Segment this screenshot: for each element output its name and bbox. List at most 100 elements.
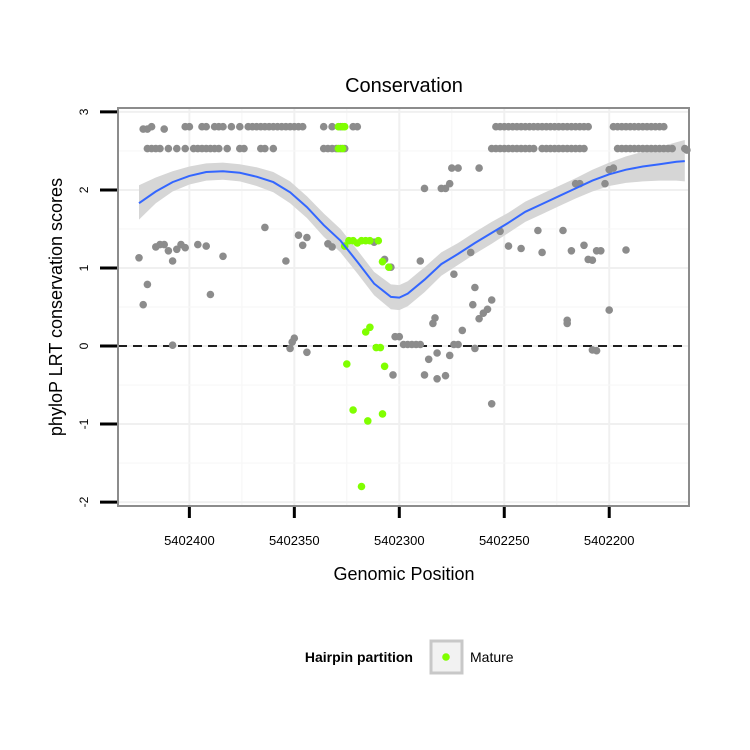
data-point-mature bbox=[366, 323, 374, 332]
data-point-mature bbox=[338, 144, 347, 153]
data-point-other bbox=[261, 223, 269, 232]
data-point-other bbox=[433, 375, 441, 383]
y-tick-label: -2 bbox=[77, 496, 91, 507]
data-point-other bbox=[219, 252, 227, 261]
data-point-other bbox=[475, 164, 483, 172]
data-point-other bbox=[483, 305, 492, 314]
data-point-other bbox=[487, 400, 496, 408]
data-point-other bbox=[298, 122, 307, 131]
data-point-other bbox=[580, 144, 588, 153]
data-point-other bbox=[303, 233, 311, 242]
data-point-other bbox=[282, 257, 290, 265]
data-point-other bbox=[168, 257, 177, 265]
data-point-other bbox=[290, 334, 299, 343]
data-point-other bbox=[215, 144, 223, 153]
data-point-other bbox=[294, 231, 303, 239]
data-point-other bbox=[534, 226, 542, 235]
data-point-other bbox=[173, 144, 181, 153]
data-point-other bbox=[328, 122, 336, 131]
data-point-other bbox=[466, 248, 475, 257]
data-point-other bbox=[156, 144, 164, 153]
x-axis-label: Genomic Position bbox=[333, 564, 474, 584]
data-point-other bbox=[202, 122, 210, 131]
data-point-other bbox=[454, 164, 462, 172]
legend-key-box bbox=[429, 639, 464, 675]
data-point-other bbox=[219, 122, 227, 131]
data-point-mature bbox=[349, 406, 357, 414]
data-point-other bbox=[450, 270, 458, 279]
data-point-other bbox=[420, 184, 429, 193]
legend-key-mature bbox=[442, 653, 450, 661]
data-point-other bbox=[448, 164, 456, 172]
data-point-other bbox=[424, 355, 433, 364]
y-tick-label: 3 bbox=[77, 108, 91, 115]
data-point-other bbox=[269, 144, 278, 153]
data-point-other bbox=[559, 226, 567, 235]
plot-panel bbox=[117, 107, 691, 507]
data-point-other bbox=[592, 346, 601, 355]
data-point-other bbox=[202, 242, 210, 250]
data-point-other bbox=[538, 248, 546, 257]
data-point-other bbox=[458, 326, 467, 335]
data-point-other bbox=[445, 351, 454, 360]
data-point-other bbox=[441, 371, 450, 380]
legend: Hairpin partition Mature bbox=[305, 639, 514, 675]
data-point-other bbox=[529, 144, 538, 153]
data-point-other bbox=[181, 144, 189, 153]
data-point-other bbox=[445, 179, 454, 188]
data-point-other bbox=[164, 247, 173, 255]
data-point-other bbox=[298, 241, 307, 250]
data-point-other bbox=[469, 300, 477, 309]
x-tick-label: 5402400 bbox=[164, 533, 215, 548]
data-point-other bbox=[160, 240, 168, 249]
data-point-other bbox=[286, 344, 294, 353]
data-point-other bbox=[517, 244, 525, 253]
data-point-other bbox=[433, 349, 441, 357]
data-point-other bbox=[454, 340, 462, 349]
data-point-mature bbox=[378, 257, 387, 266]
data-point-other bbox=[487, 296, 496, 304]
data-point-other bbox=[206, 290, 215, 299]
data-point-other bbox=[504, 242, 513, 250]
data-point-other bbox=[601, 179, 609, 188]
data-point-other bbox=[135, 253, 143, 262]
data-point-other bbox=[563, 316, 571, 325]
smooth-trend-line bbox=[138, 160, 685, 299]
data-point-other bbox=[227, 122, 236, 131]
data-point-other bbox=[597, 247, 605, 255]
x-tick-label: 5402250 bbox=[479, 533, 530, 548]
y-tick-label: 1 bbox=[77, 264, 91, 271]
data-point-other bbox=[240, 144, 248, 153]
data-point-other bbox=[194, 240, 202, 249]
data-point-other bbox=[328, 243, 336, 251]
x-tick-label: 5402200 bbox=[584, 533, 635, 548]
y-axis-label: phyloP LRT conservation scores bbox=[46, 178, 66, 436]
y-axis: -2 -1 0 1 2 3 bbox=[77, 108, 117, 507]
data-point-other bbox=[431, 314, 439, 322]
x-tick-label: 5402300 bbox=[374, 533, 425, 548]
data-point-other bbox=[609, 164, 618, 172]
data-point-mature bbox=[366, 236, 374, 245]
data-point-other bbox=[168, 341, 177, 350]
data-point-other bbox=[389, 371, 397, 379]
legend-label-mature: Mature bbox=[470, 649, 514, 665]
panel-border bbox=[117, 107, 690, 507]
data-point-other bbox=[164, 144, 173, 153]
x-axis: 5402400 5402350 5402300 5402250 5402200 bbox=[164, 507, 635, 548]
data-point-mature bbox=[385, 263, 393, 272]
data-point-mature bbox=[364, 417, 372, 425]
data-point-mature bbox=[380, 362, 389, 371]
y-tick-label: 0 bbox=[77, 342, 91, 349]
data-point-mature bbox=[343, 360, 351, 368]
data-point-other bbox=[668, 144, 676, 153]
data-point-other bbox=[588, 256, 597, 265]
data-point-other bbox=[416, 340, 425, 349]
data-point-other bbox=[622, 246, 630, 254]
data-point-other bbox=[475, 314, 483, 323]
data-point-other bbox=[353, 122, 362, 131]
data-point-other bbox=[303, 348, 311, 357]
y-tick-label: 2 bbox=[77, 186, 91, 193]
data-point-mature bbox=[376, 343, 385, 352]
data-point-other bbox=[660, 122, 668, 131]
